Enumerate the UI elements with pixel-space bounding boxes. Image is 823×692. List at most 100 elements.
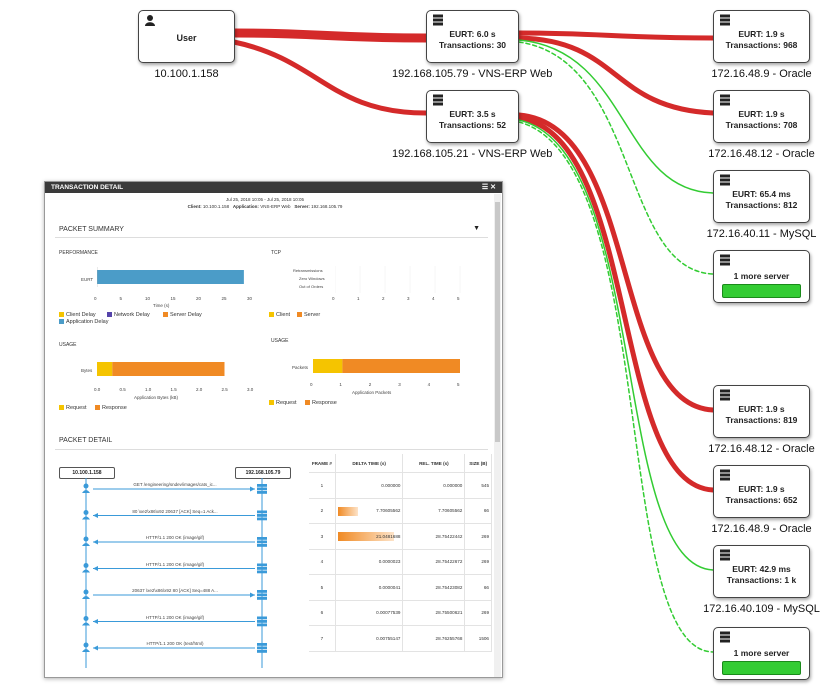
db-eurt: EURT: 1.9 s xyxy=(738,29,785,39)
frame-row[interactable]: 4 0.0000023 28.75422672 269 xyxy=(309,549,492,575)
axis-tick-label: 20 xyxy=(196,296,202,301)
delta-time: 0.00077539 xyxy=(335,600,404,626)
db-node-oracle[interactable]: EURT: 1.9 s Transactions: 968 xyxy=(713,10,810,63)
link-web1-mysql xyxy=(518,39,714,194)
frame-row[interactable]: 7 0.00755147 28.76255768 1506 xyxy=(309,625,492,652)
link-web2-oracle3 xyxy=(516,112,716,413)
tcp-heading: TCP xyxy=(271,250,281,256)
collapse-icon[interactable]: ▼ xyxy=(473,225,480,232)
arrowhead xyxy=(93,566,98,571)
sequence-message-label[interactable]: HTTP/1.1 200 OK (image/gif) xyxy=(145,535,205,540)
frame-row[interactable]: 2 7.70605562 7.70605562 66 xyxy=(309,498,492,524)
frame-row[interactable]: 6 0.00077539 28.75500621 269 xyxy=(309,600,492,626)
close-icon[interactable]: ✕ xyxy=(490,184,496,191)
server-stack-icon xyxy=(257,544,267,547)
frame-row[interactable]: 3 21.0481688 28.75422442 269 xyxy=(309,523,492,550)
col-frame: FRAME # xyxy=(309,454,336,473)
db-label: 172.16.40.109 - MySQL xyxy=(703,603,820,615)
context-line: Client: 10.100.1.158 Application: VNS-ER… xyxy=(45,204,485,209)
frame-row[interactable]: 1 0.000000 0.000000 545 xyxy=(309,472,492,499)
db-label: 172.16.48.9 - Oracle xyxy=(711,68,812,80)
server-icon xyxy=(720,469,730,481)
link-web1-oracle1 xyxy=(516,30,716,41)
more-servers-node[interactable]: 1 more server xyxy=(713,250,810,303)
client-person-icon xyxy=(82,516,90,520)
eurt-bar xyxy=(97,270,244,284)
axis-tick-label: 0.0 xyxy=(94,387,101,392)
sequence-message-label[interactable]: 20637 \xe2\x86\x92 80 [ACK] Seq=488 A... xyxy=(132,588,218,593)
arrowhead xyxy=(250,592,255,598)
server-stack-icon xyxy=(257,570,267,574)
web1-label: 192.168.105.79 - VNS-ERP Web xyxy=(392,68,553,80)
axis-tick-label: 15 xyxy=(170,296,176,301)
sequence-message-label[interactable]: HTTP/1.1 200 OK (image/gif) xyxy=(145,614,205,620)
sequence-message-label[interactable]: GET /engineering/sndev/images/cats_ic... xyxy=(133,482,217,487)
axis-tick-label: 2.5 xyxy=(221,387,228,392)
col-rel: REL. TIME (s) xyxy=(402,454,466,473)
tcp-legend-client: Client xyxy=(269,312,290,318)
delta-time-value: 0.0000023 xyxy=(378,559,401,565)
frame-row[interactable]: 5 0.0000041 28.75423082 66 xyxy=(309,574,492,601)
sequence-message-label[interactable]: HTTP/1.1 200 OK (image/gif) xyxy=(145,561,205,567)
tcp-row-zero-windows: Zero Windows xyxy=(299,276,325,281)
usage-packets-chart xyxy=(313,359,460,373)
server-stack-icon xyxy=(257,487,267,491)
rel-time: 0.000000 xyxy=(402,472,466,499)
perf-legend-server: Server Delay xyxy=(163,312,202,318)
perf-legend-client: Client Delay xyxy=(59,312,96,318)
bytes-response-bar xyxy=(112,362,225,376)
db-eurt: EURT: 1.9 s xyxy=(738,404,785,414)
sequence-message-label[interactable]: HTTP/1.1 200 OK (text/html) xyxy=(146,641,204,646)
frame-number-value: 5 xyxy=(320,584,324,590)
user-node-title: User xyxy=(176,33,197,43)
bytes-request-bar xyxy=(97,362,113,376)
frames-table: FRAME # DELTA TIME (s) REL. TIME (s) SIZ… xyxy=(309,454,492,652)
col-size: SIZE (B) xyxy=(464,454,492,473)
web1-eurt: EURT: 6.0 s xyxy=(449,29,496,39)
more-servers-node[interactable]: 1 more server xyxy=(713,627,810,680)
tcp-row-retransmissions: Retransmissions xyxy=(293,268,323,273)
rel-time: 28.75422672 xyxy=(402,549,466,575)
db-node-oracle[interactable]: EURT: 1.9 s Transactions: 652 xyxy=(713,465,810,518)
db-label: 172.16.48.9 - Oracle xyxy=(711,523,812,535)
panel-scrollbar[interactable] xyxy=(494,194,501,677)
user-node[interactable]: User xyxy=(138,10,235,63)
server-icon xyxy=(720,389,730,401)
db-node-oracle[interactable]: EURT: 1.9 s Transactions: 708 xyxy=(713,90,810,143)
db-transactions: Transactions: 968 xyxy=(725,40,798,50)
perf-legend-application: Application Delay xyxy=(59,319,109,325)
delta-time-value: 0.000000 xyxy=(381,482,401,488)
frame-number-value: 2 xyxy=(320,508,324,514)
web2-node[interactable]: EURT: 3.5 s Transactions: 52 xyxy=(426,90,519,143)
delta-time-value: 7.70605562 xyxy=(376,508,401,514)
client-label: Client: xyxy=(187,204,202,209)
client-value: 10.100.1.158 xyxy=(202,204,230,209)
usage-bytes-row-label: Bytes xyxy=(81,368,93,373)
server-icon xyxy=(433,94,443,106)
rel-time: 28.75422442 xyxy=(402,523,466,550)
sequence-message-label[interactable]: 80 \xe2\x86\x92 20637 [ACK] Seq=1 Ack... xyxy=(132,508,218,514)
client-person-icon xyxy=(83,483,89,489)
frame-number: 4 xyxy=(309,549,336,575)
menu-icon[interactable]: ☰ xyxy=(481,184,489,191)
frame-number-value: 4 xyxy=(320,559,324,565)
divider xyxy=(55,237,488,238)
db-node-oracle[interactable]: EURT: 1.9 s Transactions: 819 xyxy=(713,385,810,438)
rel-time-value: 28.76255768 xyxy=(435,635,463,641)
client-person-icon xyxy=(83,616,89,621)
delta-time-value: 21.0481688 xyxy=(376,533,401,539)
web1-node[interactable]: EURT: 6.0 s Transactions: 30 xyxy=(426,10,519,63)
db-node-mysql[interactable]: EURT: 65.4 ms Transactions: 812 xyxy=(713,170,810,223)
server-stack-icon xyxy=(257,510,267,514)
server-stack-icon xyxy=(257,514,267,517)
server-stack-icon xyxy=(257,593,267,597)
server-icon xyxy=(720,174,730,186)
perf-legend-network: Network Delay xyxy=(107,312,150,318)
db-node-mysql[interactable]: EURT: 42.9 ms Transactions: 1 k xyxy=(713,545,810,598)
arrowhead xyxy=(250,486,255,492)
scrollbar-thumb[interactable] xyxy=(495,202,500,442)
frame-size: 66 xyxy=(464,498,492,524)
usage-heading: USAGE xyxy=(59,342,77,348)
client-person-icon xyxy=(82,649,90,652)
